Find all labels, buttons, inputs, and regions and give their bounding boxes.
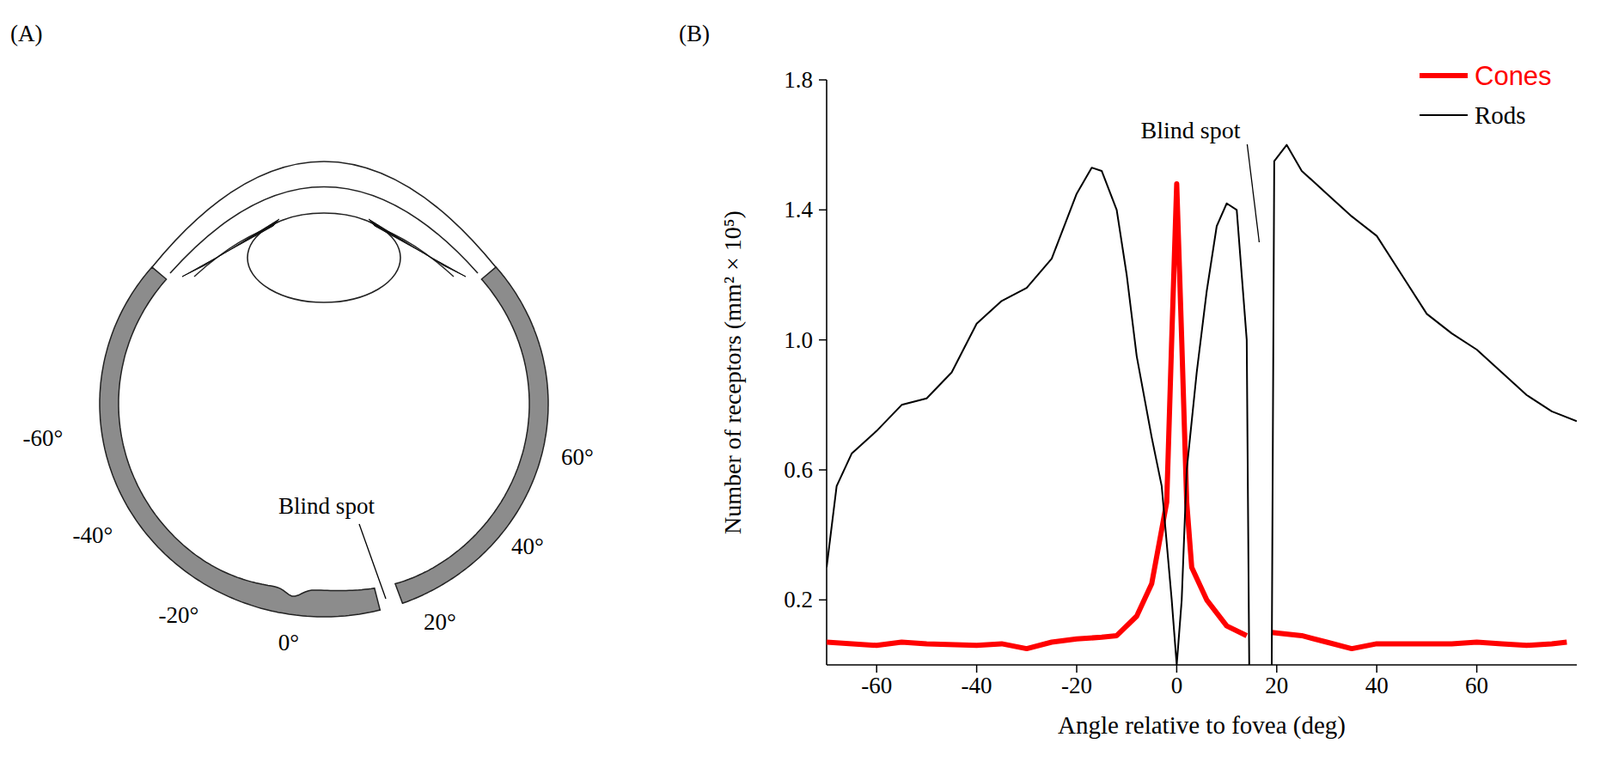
angle-label: 40° — [511, 533, 544, 560]
eye-diagram: -60° -40° -20° 0° 20° 40° 60° Blind spot — [23, 161, 594, 656]
x-tick-label: -20 — [1061, 672, 1093, 699]
panel-label: (A) — [10, 20, 43, 47]
y-tick-label: 0.6 — [783, 457, 813, 483]
y-axis — [825, 79, 828, 666]
panel-label: (B) — [678, 20, 710, 47]
x-tick — [875, 665, 878, 673]
legend-swatch — [1419, 114, 1468, 117]
chart: 0.2 0.6 1.0 1.4 1.8 -60 -40 -20 0 20 40 60 Angle rel… — [719, 61, 1578, 741]
x-tick-label: 40 — [1365, 672, 1389, 699]
y-tick-label: 1.0 — [783, 327, 813, 354]
x-tick — [1075, 665, 1078, 673]
x-tick — [1176, 665, 1179, 673]
series-line — [826, 145, 1577, 666]
y-tick-label: 1.4 — [783, 196, 813, 223]
y-axis-title: Number of receptors (mm² × 10⁵) — [719, 210, 746, 535]
x-axis — [826, 664, 1577, 666]
y-tick — [818, 339, 827, 342]
eye-wall — [99, 267, 380, 617]
legend-label: Rods — [1474, 101, 1527, 129]
x-tick — [1276, 665, 1278, 673]
angle-label: 20° — [423, 609, 457, 636]
y-tick — [818, 209, 827, 212]
y-tick-label: 0.2 — [783, 586, 813, 613]
annotation-leader — [1246, 144, 1259, 243]
iris — [368, 219, 466, 277]
angle-label: 60° — [561, 444, 594, 471]
eye-wall — [395, 267, 549, 604]
annotation: Blind spot — [1141, 116, 1241, 144]
angle-label: -20° — [158, 602, 200, 629]
y-tick-label: 1.8 — [783, 67, 813, 93]
legend-label: Cones — [1474, 61, 1552, 92]
x-tick-label: -60 — [861, 672, 892, 699]
iris — [182, 219, 280, 277]
x-tick — [1375, 665, 1378, 673]
x-tick-label: 20 — [1264, 672, 1289, 699]
x-tick — [1476, 665, 1478, 673]
x-tick-label: -40 — [961, 672, 993, 699]
x-tick-label: 0 — [1171, 672, 1184, 699]
y-tick — [818, 599, 827, 602]
blind-spot-label: Blind spot — [278, 493, 375, 520]
legend-swatch — [1419, 73, 1468, 79]
y-tick — [818, 469, 827, 471]
leader-line — [359, 524, 386, 599]
angle-label: -60° — [23, 425, 64, 452]
angle-label: -40° — [73, 522, 114, 549]
x-tick — [976, 665, 978, 673]
y-tick — [818, 79, 827, 81]
angle-label: 0° — [278, 629, 300, 656]
plot-area — [826, 145, 1577, 666]
x-axis-title: Angle relative to fovea (deg) — [1057, 711, 1346, 740]
series-line — [826, 183, 1567, 649]
x-tick-label: 60 — [1465, 672, 1489, 699]
figure: (A)(B)-60°-40°-20°0°20°40°60°Blind spot0… — [0, 0, 1600, 774]
